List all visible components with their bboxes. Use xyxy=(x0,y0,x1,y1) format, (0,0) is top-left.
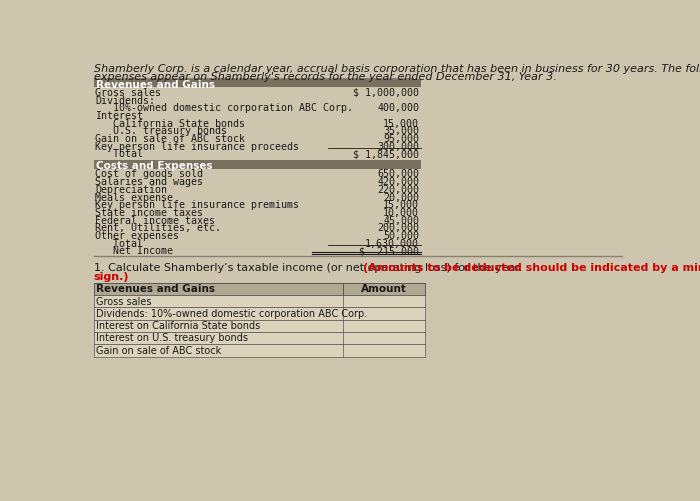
Text: 1. Calculate Shamberly’s taxable income (or net operating loss) for the year.: 1. Calculate Shamberly’s taxable income … xyxy=(94,264,526,274)
Bar xyxy=(94,160,421,169)
Text: Revenues and Gains: Revenues and Gains xyxy=(96,80,215,90)
Text: 1,630,000: 1,630,000 xyxy=(365,239,419,249)
Text: Cost of goods sold: Cost of goods sold xyxy=(95,169,203,179)
Text: 45,000: 45,000 xyxy=(383,215,419,225)
Text: U.S. treasury bonds: U.S. treasury bonds xyxy=(95,126,228,136)
Text: Gross sales: Gross sales xyxy=(96,297,151,307)
Bar xyxy=(94,332,425,344)
Text: (Amounts to be deducted should be indicated by a minus: (Amounts to be deducted should be indica… xyxy=(363,264,700,274)
Text: $ 1,845,000: $ 1,845,000 xyxy=(354,149,419,159)
Text: Total: Total xyxy=(95,149,144,159)
Text: Revenues and Gains: Revenues and Gains xyxy=(96,284,215,294)
Text: Shamberly Corp. is a calendar year, accrual basis corporation that has been in b: Shamberly Corp. is a calendar year, accr… xyxy=(94,64,700,74)
Text: Amount: Amount xyxy=(361,284,407,294)
Text: State income taxes: State income taxes xyxy=(95,208,203,218)
Bar xyxy=(94,344,425,357)
Text: 50,000: 50,000 xyxy=(383,231,419,241)
Text: 15,000: 15,000 xyxy=(383,119,419,129)
Text: 650,000: 650,000 xyxy=(377,169,419,179)
Text: $ 1,000,000: $ 1,000,000 xyxy=(354,88,419,98)
Text: 420,000: 420,000 xyxy=(377,177,419,187)
Text: 20,000: 20,000 xyxy=(383,192,419,202)
Text: 10,000: 10,000 xyxy=(383,208,419,218)
Text: sign.): sign.) xyxy=(94,272,130,282)
Text: Gain on sale of ABC stock: Gain on sale of ABC stock xyxy=(96,346,221,356)
Bar xyxy=(94,79,421,87)
Text: 35,000: 35,000 xyxy=(383,126,419,136)
Text: Key person life insurance premiums: Key person life insurance premiums xyxy=(95,200,300,210)
Text: 300,000: 300,000 xyxy=(377,142,419,152)
Bar xyxy=(94,320,425,332)
Bar xyxy=(94,283,425,295)
Text: California State bonds: California State bonds xyxy=(95,119,245,129)
Text: 400,000: 400,000 xyxy=(377,103,419,113)
Bar xyxy=(94,295,425,307)
Text: Federal income taxes: Federal income taxes xyxy=(95,215,216,225)
Text: expenses appear on Shamberly's records for the year ended December 31, Year 3.: expenses appear on Shamberly's records f… xyxy=(94,73,556,83)
Text: Costs and Expenses: Costs and Expenses xyxy=(96,161,213,171)
Text: Salaries and wages: Salaries and wages xyxy=(95,177,203,187)
Text: Rent, Utilities, etc.: Rent, Utilities, etc. xyxy=(95,223,221,233)
Text: Dividends: 10%-owned domestic corporation ABC Corp.: Dividends: 10%-owned domestic corporatio… xyxy=(96,309,368,319)
Bar xyxy=(94,307,425,320)
Text: Depreciation: Depreciation xyxy=(95,185,167,195)
Text: Gross sales: Gross sales xyxy=(95,88,161,98)
Text: 220,000: 220,000 xyxy=(377,185,419,195)
Text: Other expenses: Other expenses xyxy=(95,231,179,241)
Text: 10%-owned domestic corporation ABC Corp.: 10%-owned domestic corporation ABC Corp. xyxy=(95,103,354,113)
Text: $  215 000: $ 215 000 xyxy=(359,246,419,257)
Text: Interest on California State bonds: Interest on California State bonds xyxy=(96,321,260,331)
Text: Interest: Interest xyxy=(95,111,144,121)
Text: Interest on U.S. treasury bonds: Interest on U.S. treasury bonds xyxy=(96,334,248,344)
Text: Key person life insurance proceeds: Key person life insurance proceeds xyxy=(95,142,300,152)
Text: Net Income: Net Income xyxy=(95,246,174,257)
Text: 15,000: 15,000 xyxy=(383,200,419,210)
Text: Dividends:: Dividends: xyxy=(95,96,155,106)
Text: 95,000: 95,000 xyxy=(383,134,419,144)
Text: 200,000: 200,000 xyxy=(377,223,419,233)
Text: Meals expense: Meals expense xyxy=(95,192,174,202)
Text: Gain on sale of ABC stock: Gain on sale of ABC stock xyxy=(95,134,245,144)
Text: Total: Total xyxy=(95,239,144,249)
